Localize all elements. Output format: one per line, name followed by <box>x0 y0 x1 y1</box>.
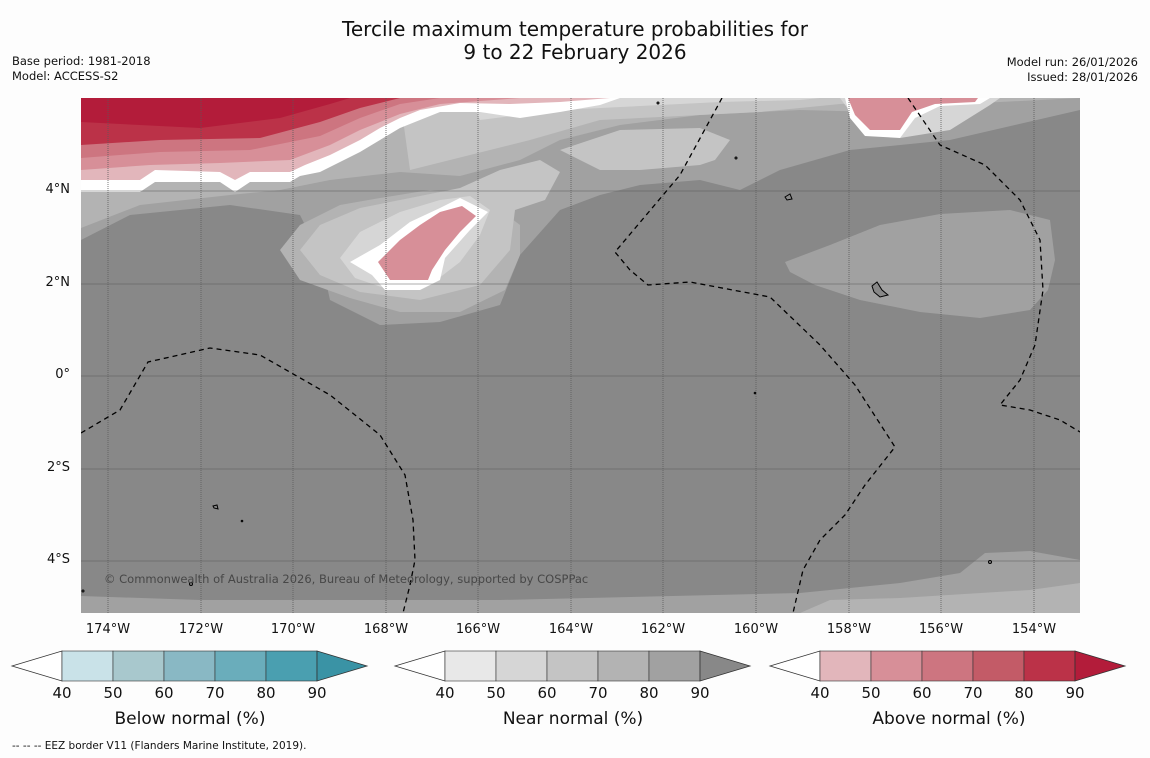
map-title: Tercile maximum temperature probabilitie… <box>0 18 1150 64</box>
cb-above-swatch-50-60 <box>870 650 923 682</box>
cb-below-tick: 40 <box>52 684 72 702</box>
near-normal-label: Near normal (%) <box>502 709 644 729</box>
near-normal-50-60-north <box>400 98 1000 170</box>
cb-above-swatch-80-90 <box>1023 650 1076 682</box>
near-normal-colorbar <box>393 650 752 682</box>
cb-below-tick: 60 <box>154 684 174 702</box>
probability-map[interactable] <box>0 0 1150 620</box>
lon-label-172w: 172°W <box>178 622 224 637</box>
above-normal-ne-patch <box>848 98 978 130</box>
above-normal-lobe <box>378 206 476 280</box>
cb-below-swatch-80-90 <box>265 650 318 682</box>
base-period: Base period: 1981-2018 <box>12 54 151 68</box>
model-info: Base period: 1981-2018 Model: ACCESS-S2 <box>12 54 151 84</box>
lon-label-162w: 162°W <box>640 622 686 637</box>
cb-below-min-arrow <box>10 650 63 682</box>
issued-date: Issued: 28/01/2026 <box>1027 70 1138 84</box>
cb-above-tick: 60 <box>912 684 932 702</box>
lat-label-2s: 2°S <box>46 460 70 475</box>
cb-above-swatch-40-50 <box>819 650 872 682</box>
cb-near-tick: 60 <box>537 684 557 702</box>
cb-below-tick: 80 <box>256 684 276 702</box>
cb-above-tick: 90 <box>1065 684 1085 702</box>
cb-above-tick: 50 <box>861 684 881 702</box>
cb-near-tick: 90 <box>690 684 710 702</box>
above-normal-label: Above normal (%) <box>872 709 1026 729</box>
latitude-lines <box>81 190 1080 562</box>
cb-below-swatch-40-50 <box>61 650 114 682</box>
above-normal-80-90-core <box>81 98 350 128</box>
lat-label-4n: 4°N <box>45 182 71 197</box>
lon-label-160w: 160°W <box>733 622 779 637</box>
near-normal-70-80-south <box>81 551 1080 613</box>
cb-below-swatch-70-80 <box>214 650 267 682</box>
cb-above-tick: 80 <box>1014 684 1034 702</box>
lat-label-2n: 2°N <box>45 275 71 290</box>
cb-below-tick: 70 <box>205 684 225 702</box>
cb-near-tick: 40 <box>435 684 455 702</box>
below-normal-colorbar <box>10 650 369 682</box>
lon-label-168w: 168°W <box>363 622 409 637</box>
cb-below-tick: 90 <box>307 684 327 702</box>
lon-label-166w: 166°W <box>455 622 501 637</box>
below-normal-label: Below normal (%) <box>114 709 266 729</box>
cb-below-tick: 50 <box>103 684 123 702</box>
lon-label-158w: 158°W <box>826 622 872 637</box>
cb-below-swatch-60-70 <box>163 650 216 682</box>
cb-near-swatch-60-70 <box>546 650 599 682</box>
model-run: Model run: 26/01/2026 <box>1006 55 1138 69</box>
eez-border <box>81 98 1080 613</box>
cb-near-min-arrow <box>393 650 446 682</box>
cb-below-swatch-50-60 <box>112 650 165 682</box>
cb-above-swatch-60-70 <box>921 650 974 682</box>
cb-above-min-arrow <box>768 650 821 682</box>
cb-above-tick: 70 <box>963 684 983 702</box>
lat-label-4s: 4°S <box>46 552 70 567</box>
cb-near-swatch-70-80 <box>597 650 650 682</box>
cb-near-swatch-80-90 <box>648 650 701 682</box>
title-line-1: Tercile maximum temperature probabilitie… <box>342 17 808 41</box>
islands <box>81 101 992 593</box>
cb-near-tick: 80 <box>639 684 659 702</box>
cb-near-swatch-50-60 <box>495 650 548 682</box>
title-line-2: 9 to 22 February 2026 <box>463 40 687 64</box>
copyright-notice: © Commonwealth of Australia 2026, Bureau… <box>104 572 589 586</box>
lon-label-174w: 174°W <box>85 622 131 637</box>
lon-label-164w: 164°W <box>548 622 594 637</box>
cb-near-max-arrow <box>699 650 752 682</box>
lon-label-156w: 156°W <box>918 622 964 637</box>
cb-above-tick: 40 <box>810 684 830 702</box>
above-normal-colorbar <box>768 650 1127 682</box>
cb-above-max-arrow <box>1074 650 1127 682</box>
cb-above-swatch-70-80 <box>972 650 1025 682</box>
model-name: Model: ACCESS-S2 <box>12 69 119 83</box>
near-normal-60-70-south <box>800 583 1080 613</box>
cb-near-tick: 50 <box>486 684 506 702</box>
near-normal-70-80-east <box>785 210 1055 318</box>
lon-label-154w: 154°W <box>1011 622 1057 637</box>
lon-label-170w: 170°W <box>270 622 316 637</box>
lat-label-0: 0° <box>55 367 70 382</box>
near-normal-50-60-band <box>560 128 730 170</box>
cb-below-max-arrow <box>316 650 369 682</box>
issue-info: Model run: 26/01/2026 Issued: 28/01/2026 <box>1007 55 1138 85</box>
cb-near-tick: 70 <box>588 684 608 702</box>
eez-footnote: -- -- -- EEZ border V11 (Flanders Marine… <box>12 740 307 752</box>
cb-near-swatch-40-50 <box>444 650 497 682</box>
